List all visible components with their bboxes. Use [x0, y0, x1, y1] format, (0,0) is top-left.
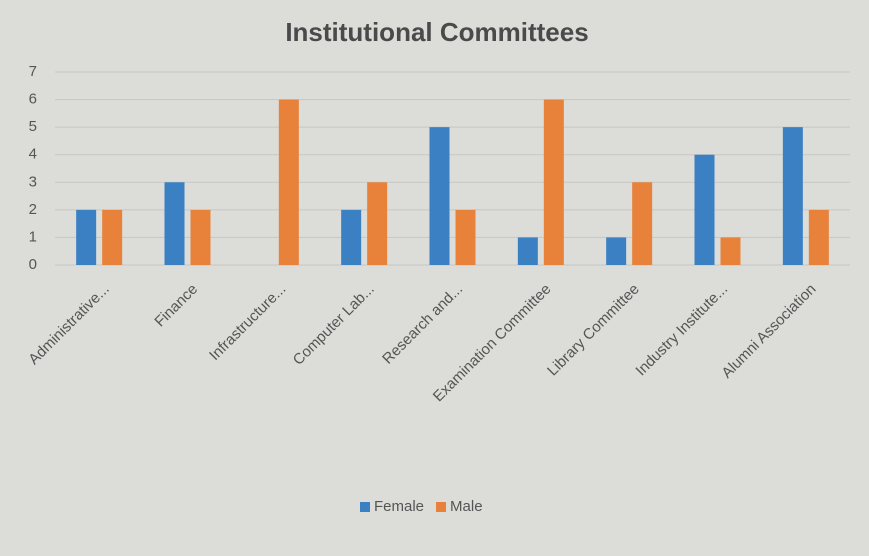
- y-tick-label: 1: [29, 228, 37, 245]
- chart-title: Institutional Committees: [285, 17, 588, 47]
- y-tick-label: 7: [29, 63, 37, 80]
- legend-swatch: [436, 502, 447, 512]
- bar: [278, 99, 299, 265]
- bar: [429, 127, 450, 266]
- bar: [455, 209, 476, 265]
- y-tick-label: 3: [29, 173, 37, 190]
- bar: [76, 209, 97, 265]
- bar: [606, 237, 627, 265]
- bar: [164, 182, 185, 265]
- bar: [517, 237, 538, 265]
- bar: [102, 209, 123, 265]
- bar: [632, 182, 653, 265]
- y-tick-label: 2: [29, 201, 37, 218]
- bar: [720, 237, 741, 265]
- y-tick-label: 6: [29, 91, 37, 108]
- legend-label: Male: [450, 498, 483, 515]
- bar: [341, 209, 362, 265]
- bar: [543, 99, 564, 265]
- bar: [367, 182, 388, 265]
- y-tick-label: 4: [29, 146, 37, 163]
- y-tick-label: 5: [29, 118, 37, 135]
- bar: [190, 209, 211, 265]
- y-tick-label: 0: [29, 256, 37, 273]
- bar: [782, 127, 803, 266]
- bar: [694, 154, 715, 265]
- legend-swatch: [360, 502, 370, 512]
- bar: [808, 209, 829, 265]
- legend-label: Female: [374, 498, 424, 515]
